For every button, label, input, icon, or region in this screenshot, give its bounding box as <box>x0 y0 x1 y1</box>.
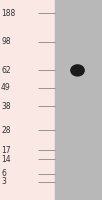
Text: 6: 6 <box>1 169 6 178</box>
Text: 17: 17 <box>1 146 11 155</box>
Text: 188: 188 <box>1 8 15 18</box>
Text: 38: 38 <box>1 102 11 111</box>
Text: 49: 49 <box>1 83 11 92</box>
Text: 14: 14 <box>1 154 11 164</box>
Ellipse shape <box>71 65 84 76</box>
Bar <box>0 0 55 200</box>
Text: 98: 98 <box>1 38 11 46</box>
Bar <box>55 0 102 200</box>
Text: 62: 62 <box>1 66 11 75</box>
Text: 28: 28 <box>1 126 11 135</box>
Text: 3: 3 <box>1 178 6 186</box>
